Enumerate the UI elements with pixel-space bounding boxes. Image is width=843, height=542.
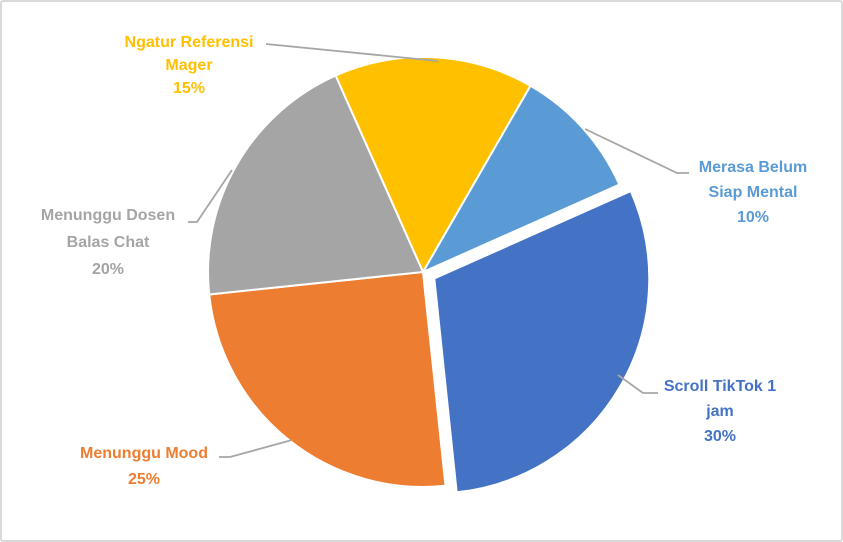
- slice-label-scroll-tiktok-1-jam: Scroll TikTok 1 jam 30%: [664, 374, 776, 449]
- slice-label-ngatur-referensi-mager: Ngatur Referensi Mager 15%: [125, 31, 254, 100]
- slice-label-merasa-belum-siap-mental: Merasa Belum Siap Mental 10%: [699, 155, 808, 230]
- slice-label-line: Mager: [165, 57, 213, 74]
- slice-label-line: Merasa Belum: [698, 159, 808, 176]
- slice-label-line: Scroll TikTok 1: [663, 378, 777, 395]
- slice-label-line: Siap Mental: [708, 184, 798, 201]
- leader-line-menunggu-dosen-balas-chat: [188, 169, 233, 223]
- slice-percentage: 25%: [127, 471, 161, 488]
- slice-percentage: 10%: [736, 209, 770, 226]
- slice-label-line: Menunggu Dosen: [40, 207, 176, 224]
- slice-label-line: Balas Chat: [66, 234, 150, 251]
- slice-percentage: 20%: [91, 261, 125, 278]
- slice-label-menunggu-dosen-balas-chat: Menunggu Dosen Balas Chat 20%: [41, 202, 175, 283]
- slice-label-line: Ngatur Referensi: [124, 34, 254, 51]
- pie-slice-ngatur-referensi-mager: [334, 56, 532, 273]
- slice-label-menunggu-mood: Menunggu Mood 25%: [80, 441, 208, 493]
- leader-line-menunggu-mood: [219, 439, 293, 458]
- slice-label-line: Menunggu Mood: [80, 445, 208, 462]
- slice-percentage: 15%: [172, 80, 206, 97]
- leader-line-scroll-tiktok-1-jam: [617, 374, 658, 394]
- pie-slice-merasa-belum-siap-mental: [422, 84, 621, 273]
- pie-slice-menunggu-mood: [208, 271, 447, 488]
- leader-line-ngatur-referensi-mager: [265, 43, 439, 62]
- slice-label-line: jam: [706, 403, 734, 420]
- slice-percentage: 30%: [703, 428, 737, 445]
- pie-slice-scroll-tiktok-1-jam: [433, 190, 651, 494]
- pie-slice-menunggu-dosen-balas-chat: [207, 74, 424, 296]
- leader-line-merasa-belum-siap-mental: [584, 128, 689, 174]
